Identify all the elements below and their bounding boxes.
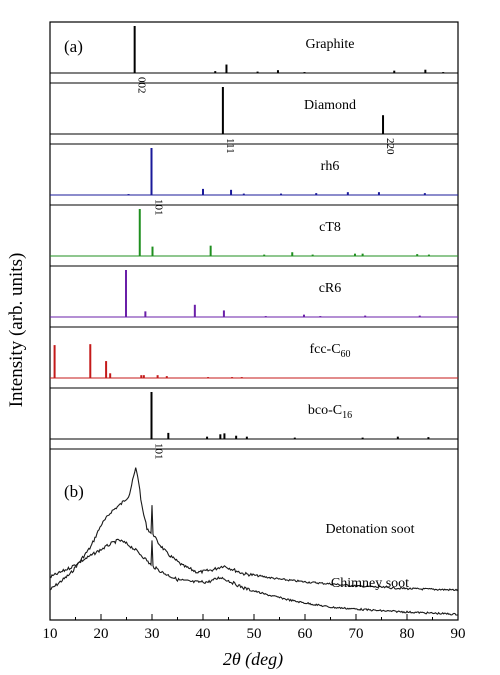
x-axis-label: 2θ (deg)	[223, 649, 283, 670]
x-axis: 10 20 30 40 50 60 70 80 90	[43, 614, 466, 642]
x-tick-label: 60	[298, 626, 313, 642]
x-tick-label: 90	[451, 626, 466, 642]
x-tick-label: 80	[400, 626, 415, 642]
phase-label: fcc-C60	[309, 342, 350, 360]
label-layer: Graphite 002 Diamond 111 220 rh6 101 cT8 cR6 fcc-…	[136, 37, 415, 591]
x-tick-label: 70	[349, 626, 364, 642]
phase-label: cR6	[319, 281, 342, 296]
x-tick-label: 20	[94, 626, 109, 642]
y-axis-label: Intensity (arb. units)	[6, 253, 27, 408]
miller-index: 101	[152, 443, 164, 460]
panel-label-a: (a)	[64, 37, 83, 56]
phase-label: bco-C16	[308, 403, 352, 421]
x-tick-label: 10	[43, 626, 58, 642]
x-tick-label: 30	[145, 626, 160, 642]
x-tick-label: 40	[196, 626, 211, 642]
soot-label: Detonation soot	[325, 522, 414, 537]
panel-label-b: (b)	[64, 482, 84, 501]
series-layer	[49, 26, 459, 616]
miller-index: 111	[224, 138, 236, 154]
miller-index: 002	[136, 77, 148, 94]
phase-label: Graphite	[306, 37, 355, 52]
soot-curve-0	[49, 467, 459, 592]
phase-label: rh6	[321, 159, 340, 174]
x-tick-label: 50	[247, 626, 262, 642]
phase-label: cT8	[319, 220, 341, 235]
miller-index: 101	[152, 199, 164, 216]
miller-index: 220	[384, 138, 396, 155]
soot-label: Chimney soot	[331, 576, 409, 591]
phase-label: Diamond	[304, 98, 356, 113]
soot-curve-1	[49, 538, 458, 616]
